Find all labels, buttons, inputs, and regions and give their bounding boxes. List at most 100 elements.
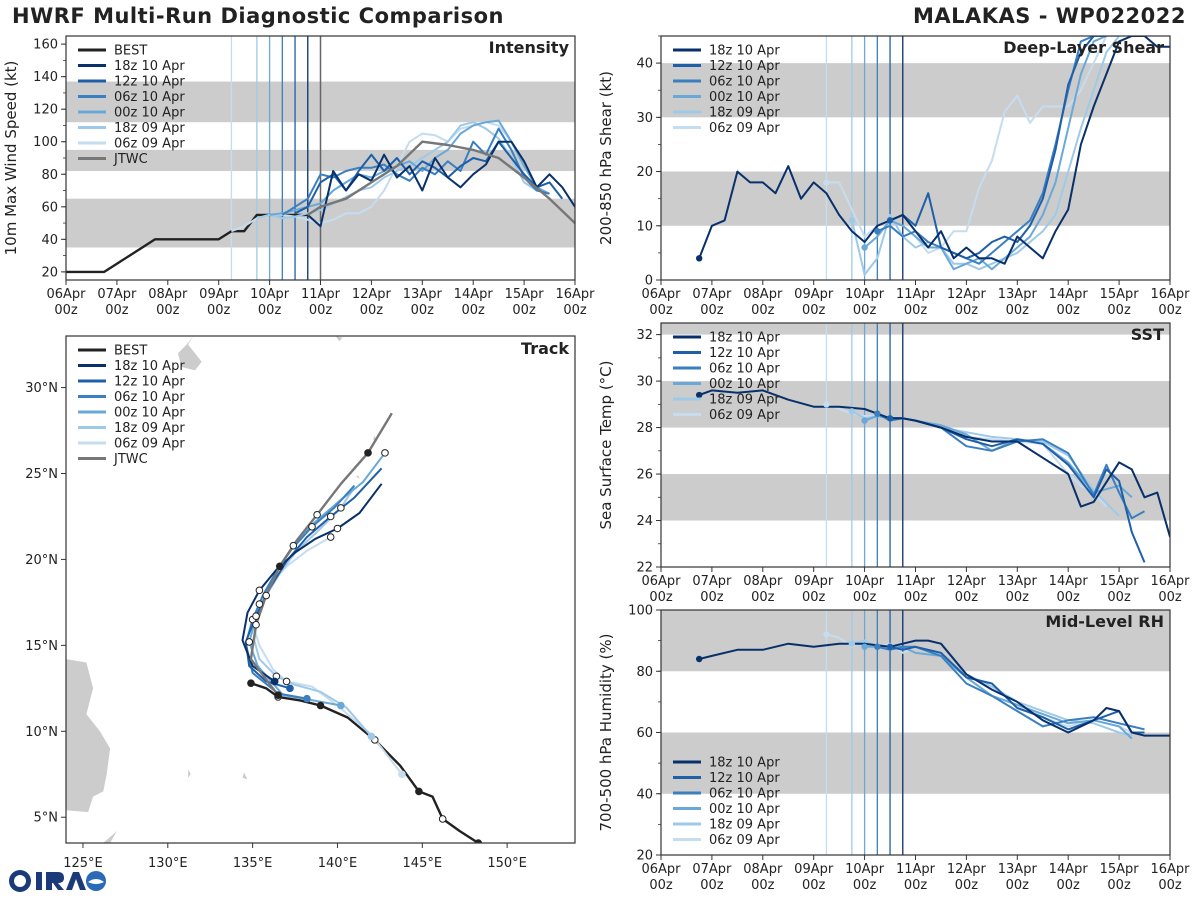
x-tick-label-day: 13Apr bbox=[998, 862, 1038, 877]
legend-entry: JTWC bbox=[113, 152, 148, 167]
track-marker bbox=[313, 510, 321, 519]
track-map: 125°E 130°E 135°E 140°E 145°E 150°E 5°N 10°N 15°… bbox=[25, 335, 576, 871]
land-polygon bbox=[178, 336, 202, 371]
shaded-band bbox=[661, 171, 1170, 226]
x-tick-label-hour: 00z bbox=[802, 590, 826, 605]
track-marker bbox=[337, 504, 345, 512]
track-marker bbox=[308, 522, 316, 531]
y-tick-label: 80 bbox=[41, 168, 58, 183]
legend-entry: 00z 10 Apr bbox=[709, 802, 780, 817]
x-tick-label-hour: 00z bbox=[751, 878, 775, 893]
legend-entry: 18z 09 Apr bbox=[709, 818, 780, 833]
legend-entry: 00z 10 Apr bbox=[709, 90, 780, 105]
lat-tick-label: 25°N bbox=[25, 467, 58, 482]
legend-entry: 18z 10 Apr bbox=[709, 44, 780, 59]
legend-entry: 18z 09 Apr bbox=[709, 393, 780, 408]
y-tick-label: 30 bbox=[636, 111, 653, 126]
x-tick-label-day: 10Apr bbox=[845, 287, 885, 302]
y-axis-title: 200-850 hPa Shear (kt) bbox=[597, 71, 615, 245]
x-tick-label-day: 12Apr bbox=[947, 862, 987, 877]
x-tick-label-day: 08Apr bbox=[743, 287, 783, 302]
track-marker bbox=[438, 815, 447, 823]
x-tick-label-day: 16Apr bbox=[1150, 862, 1190, 877]
track-marker bbox=[245, 638, 254, 646]
y-axis-title: Sea Surface Temp (°C) bbox=[597, 360, 615, 529]
init-marker bbox=[886, 217, 894, 224]
y-tick-label: 20 bbox=[41, 265, 58, 280]
y-tick-label: 32 bbox=[636, 328, 653, 343]
init-marker bbox=[874, 410, 881, 417]
lat-tick-label: 5°N bbox=[34, 811, 59, 826]
x-tick-label-day: 12Apr bbox=[947, 574, 987, 589]
x-tick-label-hour: 00z bbox=[700, 590, 724, 605]
x-tick-label-day: 12Apr bbox=[947, 287, 987, 302]
lon-tick-label: 140°E bbox=[318, 856, 358, 871]
x-tick-label-day: 11Apr bbox=[896, 862, 936, 877]
legend-entry: 06z 10 Apr bbox=[114, 390, 185, 405]
track-init-marker bbox=[303, 694, 311, 703]
x-tick-label-day: 11Apr bbox=[301, 287, 341, 302]
track-line-12z-10-apr bbox=[244, 467, 383, 690]
lat-tick-label: 30°N bbox=[25, 381, 58, 396]
legend-entry: 12z 10 Apr bbox=[114, 75, 185, 90]
x-tick-label-hour: 00z bbox=[649, 878, 673, 893]
track-marker bbox=[364, 449, 372, 457]
y-tick-label: 100 bbox=[628, 604, 653, 619]
series-line-00z-10-apr bbox=[269, 119, 550, 216]
x-tick-label-hour: 00z bbox=[105, 303, 129, 318]
legend-entry: 18z 10 Apr bbox=[114, 359, 185, 374]
x-tick-label-day: 16Apr bbox=[555, 287, 595, 302]
x-tick-label-hour: 00z bbox=[1006, 303, 1030, 318]
x-tick-label-day: 10Apr bbox=[250, 287, 290, 302]
legend-entry: 12z 10 Apr bbox=[114, 375, 185, 390]
series-line-jtwc bbox=[307, 140, 575, 224]
track-init-marker bbox=[286, 684, 294, 693]
init-marker bbox=[861, 643, 868, 650]
shaded-band bbox=[661, 732, 1170, 794]
land-group bbox=[66, 336, 377, 843]
y-tick-label: 80 bbox=[636, 665, 653, 680]
cira-logo bbox=[9, 870, 106, 892]
x-tick-label-day: 16Apr bbox=[1150, 574, 1190, 589]
x-tick-label-day: 06Apr bbox=[46, 287, 86, 302]
x-tick-label-hour: 00z bbox=[853, 303, 877, 318]
init-marker bbox=[886, 415, 894, 422]
track-marker bbox=[255, 586, 264, 595]
track-line-18z-10-apr bbox=[241, 483, 383, 683]
x-tick-label-hour: 00z bbox=[751, 590, 775, 605]
x-tick-label-hour: 00z bbox=[802, 878, 826, 893]
track-init-marker bbox=[367, 732, 376, 741]
legend-entry: 18z 09 Apr bbox=[114, 121, 185, 136]
x-tick-label-hour: 00z bbox=[904, 590, 928, 605]
legend-entry: 18z 10 Apr bbox=[709, 331, 780, 346]
x-tick-label-hour: 00z bbox=[563, 303, 587, 318]
x-tick-label-hour: 00z bbox=[802, 303, 826, 318]
y-tick-label: 30 bbox=[636, 375, 653, 390]
tracks-group bbox=[241, 412, 483, 843]
legend-entry: 06z 09 Apr bbox=[709, 408, 780, 423]
series-line-18z-10-apr bbox=[698, 389, 1170, 538]
x-tick-label-hour: 00z bbox=[411, 303, 435, 318]
x-tick-label-day: 13Apr bbox=[403, 287, 443, 302]
x-tick-label-hour: 00z bbox=[258, 303, 282, 318]
lon-tick-label: 125°E bbox=[63, 856, 103, 871]
legend-entry: 12z 10 Apr bbox=[709, 346, 780, 361]
panel-title: Track bbox=[521, 339, 569, 358]
series-line-18z-10-apr bbox=[307, 140, 575, 228]
x-tick-label-day: 09Apr bbox=[199, 287, 239, 302]
y-tick-label: 160 bbox=[33, 38, 58, 53]
y-tick-label: 40 bbox=[636, 57, 653, 72]
x-tick-label-hour: 00z bbox=[1107, 878, 1131, 893]
init-marker bbox=[695, 255, 703, 262]
lat-tick-label: 10°N bbox=[25, 725, 58, 740]
x-tick-label-day: 11Apr bbox=[896, 287, 936, 302]
y-tick-label: 40 bbox=[636, 787, 653, 802]
init-marker bbox=[886, 643, 894, 650]
track-marker bbox=[247, 679, 255, 687]
x-tick-label-day: 07Apr bbox=[692, 574, 732, 589]
x-tick-label-day: 09Apr bbox=[794, 574, 834, 589]
x-tick-label-day: 06Apr bbox=[641, 574, 681, 589]
series-line-00z-10-apr bbox=[863, 36, 1107, 271]
x-tick-label-hour: 00z bbox=[1057, 590, 1081, 605]
lon-tick-label: 145°E bbox=[403, 856, 443, 871]
